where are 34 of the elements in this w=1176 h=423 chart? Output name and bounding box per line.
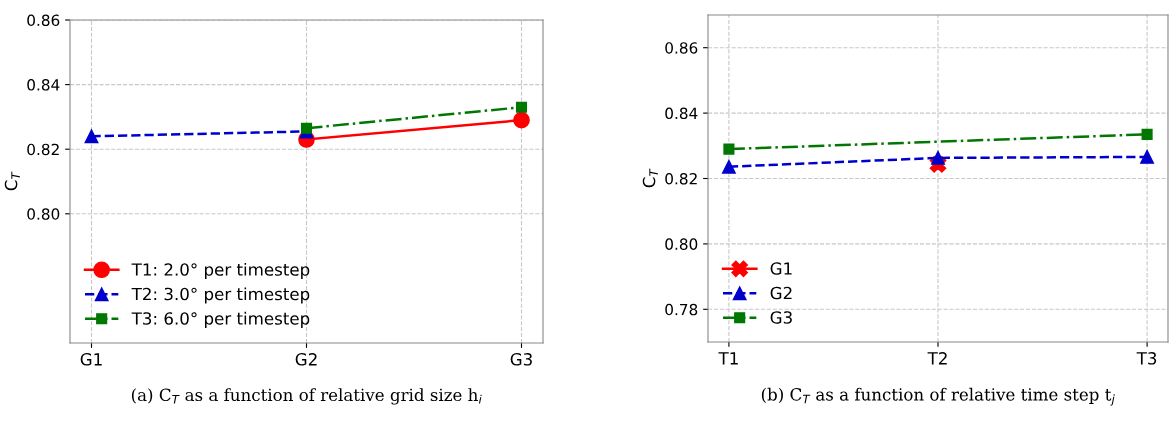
x-tick-label: G1 bbox=[80, 353, 102, 366]
y-tick-label: 0.78 bbox=[665, 303, 698, 316]
text: (a) C$_{T}$ as a function of relative grid size h$_{i}$ bbox=[131, 388, 482, 405]
legend-label: T1: 2.0° per timestep bbox=[131, 262, 310, 280]
y-tick-label: 0.80 bbox=[665, 238, 698, 250]
legend-label: G1 bbox=[770, 262, 792, 275]
point bbox=[931, 150, 945, 165]
y-tick-label: 0.82 bbox=[665, 172, 697, 185]
point bbox=[513, 111, 530, 129]
point bbox=[1141, 128, 1153, 140]
point bbox=[515, 101, 528, 113]
text: (b) C$_{T}$ as a function of relative time step t$_{j}$ bbox=[761, 387, 1115, 406]
point bbox=[84, 129, 99, 144]
y-tick-label: 0.80 bbox=[27, 208, 60, 220]
x-tick-label: G2 bbox=[295, 353, 317, 366]
legend-label: T3: 6.0° per timestep bbox=[131, 311, 310, 328]
point bbox=[721, 159, 736, 174]
x-tick-label: T3 bbox=[1136, 352, 1157, 365]
y-tick-label: 0.86 bbox=[665, 42, 698, 54]
y-axis-title: C$_{T}$ bbox=[642, 168, 658, 188]
y-tick-label: 0.84 bbox=[27, 79, 60, 91]
legend-label: G2 bbox=[770, 286, 792, 300]
x-tick-label: T2 bbox=[927, 352, 947, 365]
legend-label: G3 bbox=[770, 311, 792, 324]
y-tick-label: 0.86 bbox=[27, 14, 60, 27]
y-tick-label: 0.82 bbox=[27, 143, 59, 156]
x-tick-label: T1 bbox=[718, 352, 738, 365]
point bbox=[723, 143, 735, 155]
y-axis-title: C$_{T}$ bbox=[4, 171, 20, 191]
legend-label: T2: 3.0° per timestep bbox=[131, 287, 310, 304]
y-tick-label: 0.84 bbox=[665, 107, 698, 120]
point bbox=[300, 122, 313, 134]
x-tick-label: G3 bbox=[510, 353, 532, 366]
point bbox=[1140, 149, 1155, 164]
